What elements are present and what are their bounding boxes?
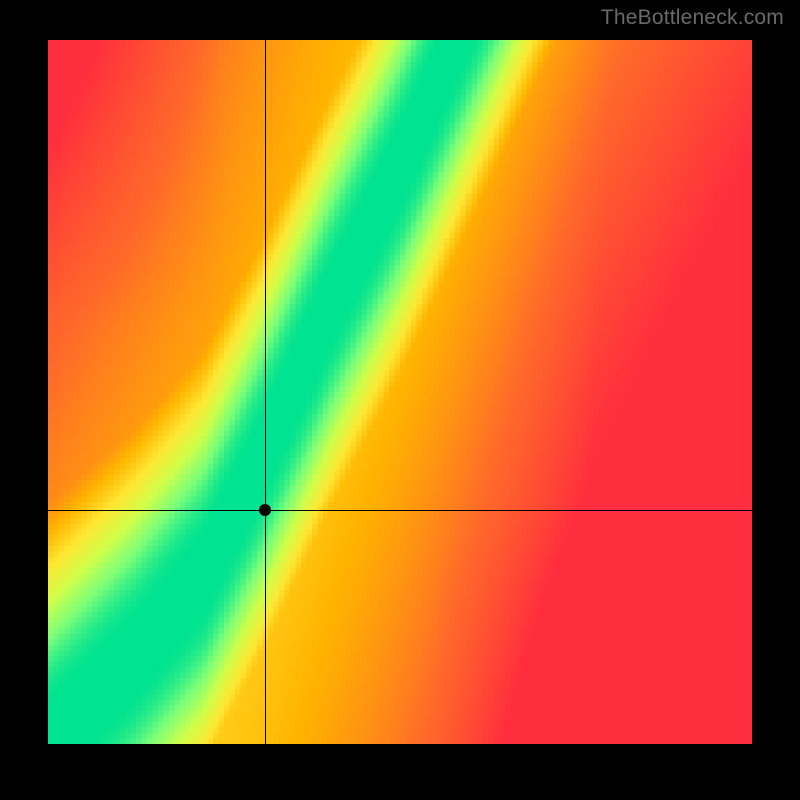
plot-area (48, 40, 752, 744)
crosshair-horizontal (48, 510, 752, 511)
watermark-text: TheBottleneck.com (601, 6, 784, 30)
crosshair-marker (259, 504, 271, 516)
crosshair-vertical (265, 40, 266, 744)
heatmap-canvas (48, 40, 752, 744)
